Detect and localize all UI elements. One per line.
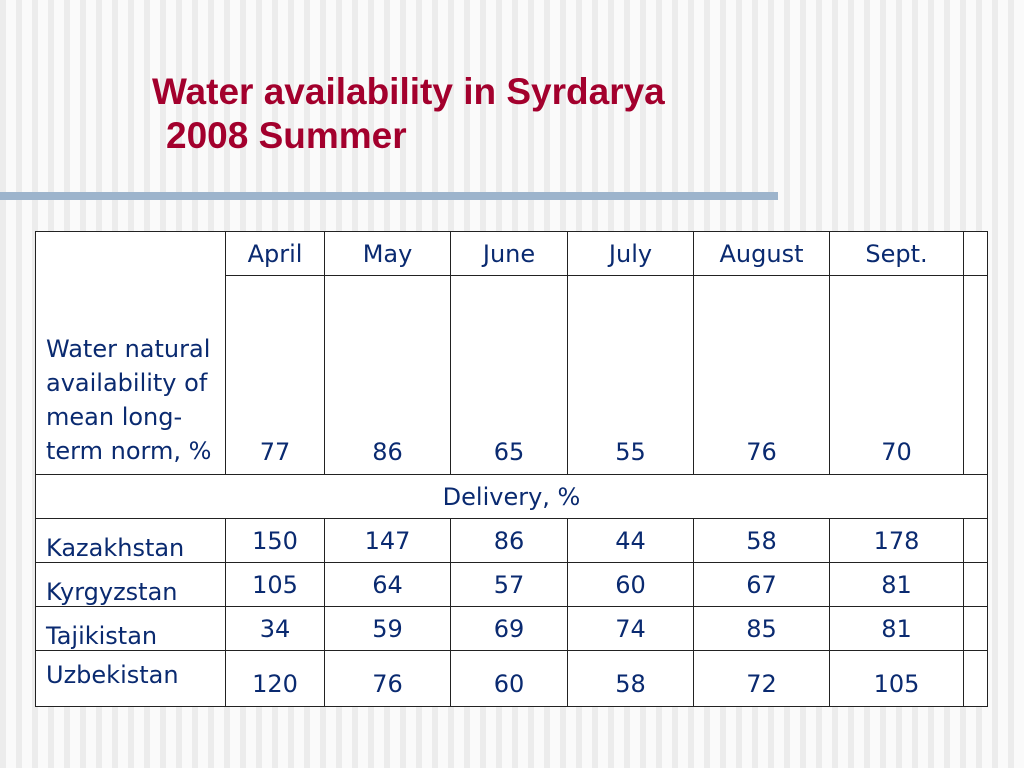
country-label: Uzbekistan bbox=[35, 650, 226, 707]
delivery-value-cell: 150 bbox=[225, 518, 325, 563]
empty-cell bbox=[963, 606, 988, 651]
country-label: Tajikistan bbox=[35, 606, 226, 651]
delivery-value-cell: 105 bbox=[225, 562, 325, 607]
title-line-2: 2008 Summer bbox=[166, 115, 407, 156]
title-divider bbox=[0, 192, 778, 200]
delivery-value-cell: 120 bbox=[225, 650, 325, 707]
natural-value-cell: 55 bbox=[567, 275, 694, 475]
natural-value-cell: 76 bbox=[693, 275, 830, 475]
empty-cell bbox=[963, 231, 988, 276]
delivery-value-cell: 178 bbox=[829, 518, 964, 563]
month-header: June bbox=[450, 231, 568, 276]
delivery-value-cell: 72 bbox=[693, 650, 830, 707]
country-label: Kyrgyzstan bbox=[35, 562, 226, 607]
delivery-value-cell: 76 bbox=[324, 650, 451, 707]
empty-cell bbox=[963, 275, 988, 475]
natural-value-cell: 77 bbox=[225, 275, 325, 475]
delivery-value-cell: 67 bbox=[693, 562, 830, 607]
delivery-value-cell: 147 bbox=[324, 518, 451, 563]
natural-value-cell: 86 bbox=[324, 275, 451, 475]
slide-title: Water availability in Syrdarya 2008 Summ… bbox=[152, 70, 665, 158]
delivery-value-cell: 59 bbox=[324, 606, 451, 651]
natural-value-cell: 65 bbox=[450, 275, 568, 475]
delivery-value-cell: 60 bbox=[450, 650, 568, 707]
delivery-value-cell: 85 bbox=[693, 606, 830, 651]
month-header: April bbox=[225, 231, 325, 276]
empty-cell bbox=[963, 650, 988, 707]
delivery-value-cell: 58 bbox=[567, 650, 694, 707]
empty-cell bbox=[963, 518, 988, 563]
country-label: Kazakhstan bbox=[35, 518, 226, 563]
delivery-value-cell: 86 bbox=[450, 518, 568, 563]
month-header: May bbox=[324, 231, 451, 276]
delivery-value-cell: 74 bbox=[567, 606, 694, 651]
delivery-value-cell: 34 bbox=[225, 606, 325, 651]
delivery-value-cell: 64 bbox=[324, 562, 451, 607]
empty-cell bbox=[963, 562, 988, 607]
title-line-1: Water availability in Syrdarya bbox=[152, 71, 665, 112]
delivery-value-cell: 69 bbox=[450, 606, 568, 651]
month-header: August bbox=[693, 231, 830, 276]
delivery-value-cell: 105 bbox=[829, 650, 964, 707]
delivery-value-cell: 60 bbox=[567, 562, 694, 607]
delivery-value-cell: 81 bbox=[829, 606, 964, 651]
month-header: July bbox=[567, 231, 694, 276]
delivery-value-cell: 44 bbox=[567, 518, 694, 563]
delivery-value-cell: 81 bbox=[829, 562, 964, 607]
delivery-value-cell: 58 bbox=[693, 518, 830, 563]
natural-availability-label: Water natural availability of mean long-… bbox=[35, 231, 226, 475]
month-header: Sept. bbox=[829, 231, 964, 276]
delivery-value-cell: 57 bbox=[450, 562, 568, 607]
natural-value-cell: 70 bbox=[829, 275, 964, 475]
water-availability-table: Water natural availability of mean long-… bbox=[35, 231, 988, 707]
delivery-header: Delivery, % bbox=[35, 474, 988, 519]
